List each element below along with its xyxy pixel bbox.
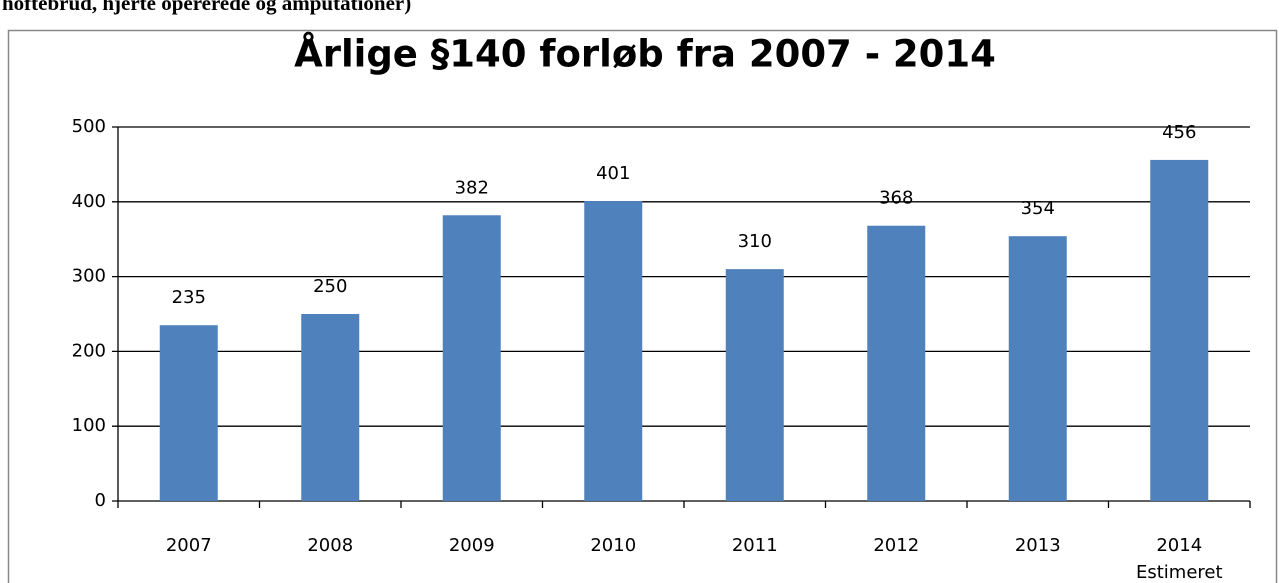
y-tick-label: 200: [72, 340, 106, 361]
bar: [159, 325, 218, 501]
chart-border: [7, 29, 1278, 583]
bar: [1150, 159, 1209, 502]
y-tick-label: 400: [72, 191, 106, 212]
bar: [867, 225, 926, 501]
value-label: 250: [313, 276, 347, 297]
x-tick-label: 2009: [449, 535, 495, 556]
chart-title: Årlige §140 forløb fra 2007 - 2014: [294, 32, 996, 76]
value-label: 354: [1021, 198, 1055, 219]
bar: [442, 215, 501, 501]
x-tick-label: 2012: [873, 535, 919, 556]
value-label: 310: [738, 231, 772, 252]
bar: [301, 314, 360, 501]
x-tick-label: 2008: [307, 535, 353, 556]
x-tick-label: 2013: [1015, 535, 1061, 556]
value-label: 401: [596, 163, 630, 184]
header-text: hoftebrud, hjerte opererede og amputatio…: [2, 0, 411, 15]
bar: [1008, 236, 1067, 501]
bar: [584, 201, 643, 501]
value-label: 368: [879, 188, 913, 209]
bar: [725, 269, 784, 501]
y-tick-label: 0: [95, 490, 106, 511]
value-label: 456: [1162, 122, 1196, 143]
x-tick-label: 2010: [590, 535, 636, 556]
y-tick-label: 500: [72, 116, 106, 137]
value-label: 382: [455, 177, 489, 198]
value-label: 235: [172, 287, 206, 308]
x-tick-label: 2011: [732, 535, 778, 556]
y-tick-label: 300: [72, 266, 106, 287]
x-tick-label: 2014 Estimeret: [1136, 535, 1223, 583]
x-tick-label: 2007: [166, 535, 212, 556]
y-tick-label: 100: [72, 415, 106, 436]
